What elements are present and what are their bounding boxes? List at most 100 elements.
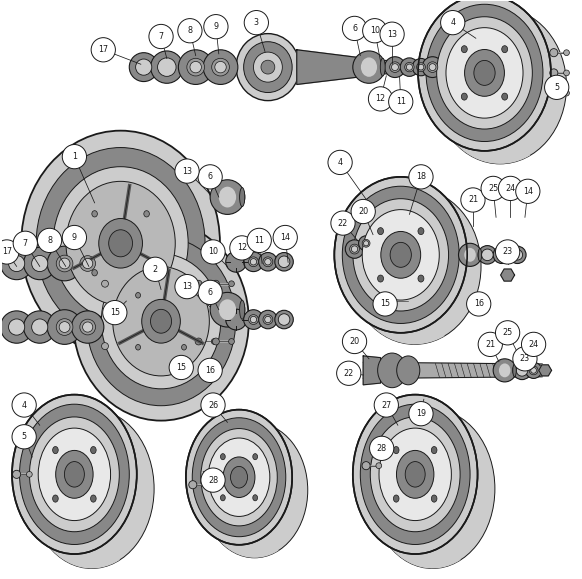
- Ellipse shape: [405, 461, 425, 487]
- Ellipse shape: [393, 446, 399, 454]
- Ellipse shape: [223, 457, 255, 497]
- Ellipse shape: [229, 339, 235, 345]
- Ellipse shape: [470, 298, 477, 305]
- Circle shape: [342, 329, 367, 354]
- Ellipse shape: [550, 69, 558, 77]
- Text: 13: 13: [182, 167, 192, 175]
- Text: 11: 11: [254, 236, 264, 245]
- Text: 11: 11: [396, 97, 406, 107]
- Ellipse shape: [278, 314, 290, 325]
- Ellipse shape: [353, 199, 449, 311]
- Text: 15: 15: [380, 299, 390, 309]
- Circle shape: [149, 24, 173, 49]
- Circle shape: [516, 179, 540, 203]
- Ellipse shape: [563, 50, 569, 56]
- Ellipse shape: [52, 495, 58, 502]
- Circle shape: [201, 393, 225, 417]
- Ellipse shape: [263, 257, 273, 267]
- Ellipse shape: [502, 46, 508, 53]
- Ellipse shape: [370, 417, 460, 532]
- Text: 16: 16: [205, 366, 215, 375]
- Text: 5: 5: [22, 433, 27, 441]
- Polygon shape: [363, 356, 381, 385]
- Ellipse shape: [378, 228, 384, 234]
- Circle shape: [62, 225, 87, 250]
- Circle shape: [12, 424, 36, 449]
- Text: 14: 14: [523, 187, 533, 196]
- Text: 6: 6: [352, 24, 357, 33]
- Ellipse shape: [342, 186, 459, 324]
- Circle shape: [351, 199, 375, 223]
- Ellipse shape: [434, 8, 566, 164]
- Ellipse shape: [474, 60, 495, 85]
- Ellipse shape: [550, 49, 558, 57]
- Polygon shape: [12, 395, 120, 569]
- Text: 26: 26: [208, 401, 218, 409]
- Ellipse shape: [278, 256, 290, 267]
- Text: 21: 21: [485, 340, 495, 349]
- Text: 22: 22: [338, 219, 348, 228]
- Ellipse shape: [462, 93, 467, 100]
- Ellipse shape: [203, 482, 208, 488]
- Text: 4: 4: [338, 158, 343, 167]
- Ellipse shape: [446, 28, 523, 118]
- Ellipse shape: [478, 248, 482, 261]
- Text: 6: 6: [208, 173, 212, 181]
- Circle shape: [521, 332, 546, 357]
- Ellipse shape: [56, 318, 73, 335]
- Ellipse shape: [364, 241, 368, 246]
- Text: 13: 13: [182, 282, 192, 291]
- Text: 4: 4: [22, 401, 27, 409]
- Circle shape: [389, 90, 413, 114]
- Ellipse shape: [389, 298, 396, 305]
- Ellipse shape: [210, 179, 245, 214]
- Ellipse shape: [72, 311, 104, 343]
- Ellipse shape: [65, 461, 84, 487]
- Circle shape: [0, 240, 19, 264]
- Ellipse shape: [418, 0, 551, 151]
- Ellipse shape: [9, 255, 24, 272]
- Ellipse shape: [158, 58, 176, 76]
- Text: 9: 9: [214, 22, 218, 31]
- Ellipse shape: [362, 461, 370, 470]
- Ellipse shape: [258, 310, 277, 329]
- Circle shape: [230, 236, 254, 260]
- Ellipse shape: [499, 252, 505, 258]
- Ellipse shape: [92, 270, 97, 276]
- Ellipse shape: [462, 46, 467, 53]
- Ellipse shape: [29, 409, 154, 569]
- Ellipse shape: [1, 247, 33, 280]
- Polygon shape: [501, 269, 514, 281]
- Ellipse shape: [59, 258, 70, 269]
- Text: 28: 28: [208, 475, 218, 485]
- Ellipse shape: [26, 471, 32, 477]
- Ellipse shape: [182, 292, 186, 298]
- Text: 16: 16: [474, 299, 484, 309]
- Ellipse shape: [348, 188, 481, 345]
- Ellipse shape: [211, 281, 217, 287]
- Text: 3: 3: [254, 18, 259, 27]
- Ellipse shape: [22, 131, 220, 356]
- Ellipse shape: [396, 450, 434, 499]
- Circle shape: [478, 332, 502, 357]
- Ellipse shape: [390, 62, 400, 72]
- Ellipse shape: [258, 252, 277, 271]
- Text: 17: 17: [2, 247, 12, 256]
- Circle shape: [91, 38, 115, 62]
- Circle shape: [495, 240, 520, 264]
- Ellipse shape: [36, 148, 205, 339]
- Ellipse shape: [418, 64, 424, 70]
- Ellipse shape: [426, 4, 543, 141]
- Ellipse shape: [56, 450, 93, 499]
- Ellipse shape: [13, 470, 21, 478]
- Ellipse shape: [129, 53, 158, 82]
- Circle shape: [175, 274, 199, 299]
- Circle shape: [498, 176, 523, 200]
- Ellipse shape: [190, 61, 201, 73]
- Text: 12: 12: [375, 94, 386, 104]
- Circle shape: [13, 231, 37, 255]
- Circle shape: [12, 393, 36, 417]
- Ellipse shape: [406, 64, 413, 70]
- Ellipse shape: [378, 353, 406, 388]
- Ellipse shape: [219, 299, 236, 320]
